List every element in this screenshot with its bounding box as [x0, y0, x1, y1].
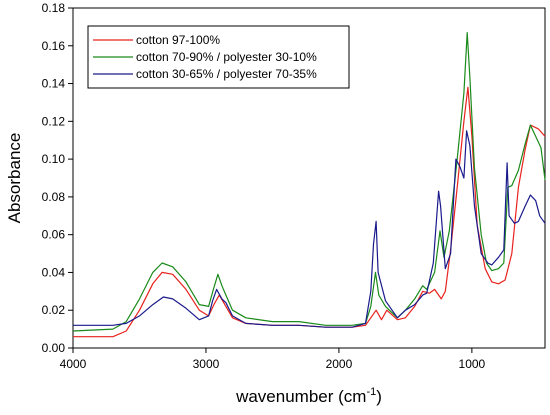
x-tick-label: 3000: [193, 357, 220, 371]
x-tick-label: 4000: [60, 357, 87, 371]
x-axis-label-main: wavenumber (cm: [235, 387, 366, 406]
y-tick-label: 0.02: [42, 303, 66, 317]
series-line-2: [73, 130, 546, 328]
x-axis-label-superscript: -1: [366, 386, 376, 398]
y-tick-label: 0.06: [42, 228, 66, 242]
y-axis-label: Absorbance: [5, 133, 24, 224]
y-tick-label: 0.14: [42, 77, 66, 91]
y-tick-label: 0.04: [42, 265, 66, 279]
y-tick-label: 0.10: [42, 152, 66, 166]
x-axis-label-tail: ): [376, 387, 382, 406]
x-axis: 4000 3000 2000 1000: [60, 348, 486, 371]
y-tick-label: 0.18: [42, 1, 66, 15]
y-tick-label: 0.16: [42, 39, 66, 53]
x-tick-label: 2000: [326, 357, 353, 371]
legend: cotton 97-100% cotton 70-90% / polyester…: [87, 25, 350, 89]
y-tick-label: 0.08: [42, 190, 66, 204]
legend-label-1: cotton 70-90% / polyester 30-10%: [136, 50, 317, 64]
y-tick-label: 0.00: [42, 341, 66, 355]
y-axis: 0.00 0.02 0.04 0.06 0.08 0.10 0.12 0.14 0.16 0.18: [42, 1, 73, 355]
y-tick-label: 0.12: [42, 114, 66, 128]
x-axis-label: wavenumber (cm-1): [235, 386, 382, 406]
series-line-0: [73, 86, 546, 338]
series-layer: [72, 32, 546, 338]
legend-label-0: cotton 97-100%: [136, 33, 220, 47]
legend-label-2: cotton 30-65% / polyester 70-35%: [136, 67, 317, 81]
x-tick-label: 1000: [459, 357, 486, 371]
